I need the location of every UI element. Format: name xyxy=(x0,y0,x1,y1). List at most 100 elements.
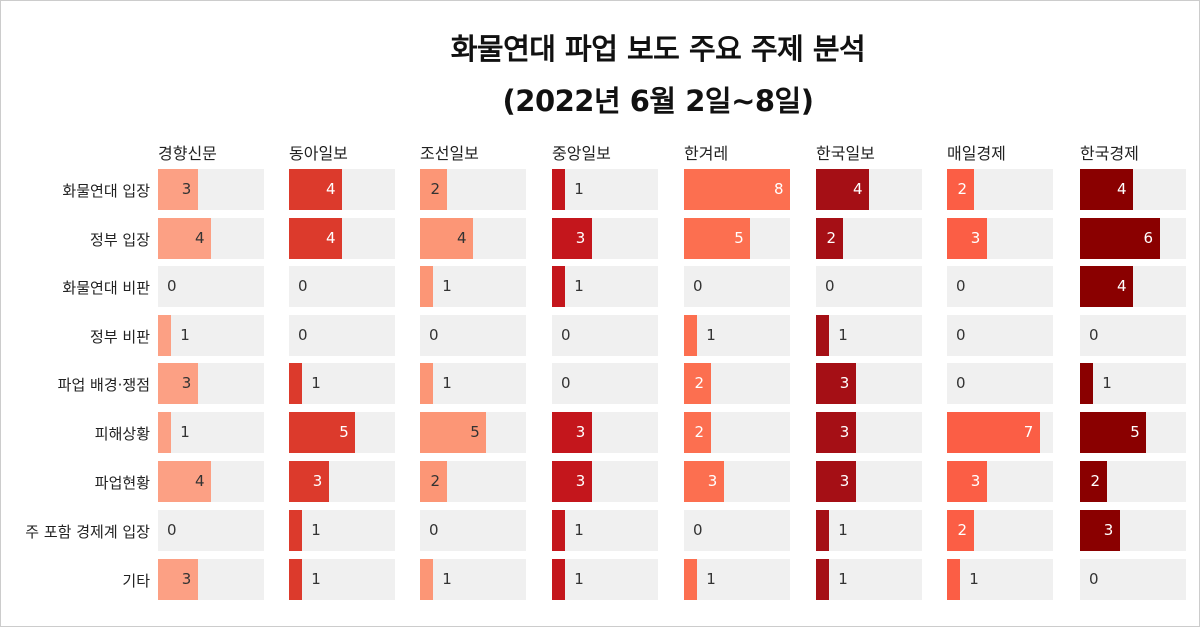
bar-cell: 2 xyxy=(684,363,790,404)
data-label: 0 xyxy=(693,521,703,539)
column-header: 매일경제 xyxy=(947,144,1006,163)
bar-cell: 1 xyxy=(420,363,526,404)
data-label: 1 xyxy=(442,277,452,295)
bar-cell: 1 xyxy=(684,559,790,600)
data-label: 2 xyxy=(826,229,837,247)
bar-cell: 3 xyxy=(947,461,1053,502)
bar xyxy=(684,169,790,210)
bar xyxy=(1080,169,1133,210)
bar-cell: 1 xyxy=(289,510,395,551)
data-label: 1 xyxy=(311,570,321,588)
data-label: 5 xyxy=(1130,423,1140,441)
bar xyxy=(1080,461,1107,502)
column-header: 조선일보 xyxy=(420,144,479,163)
bar xyxy=(289,169,342,210)
bar-cell: 1 xyxy=(420,266,526,307)
bar-cell: 1 xyxy=(420,559,526,600)
data-label: 0 xyxy=(167,521,177,539)
data-label: 3 xyxy=(970,229,981,247)
row-label: 화물연대 비판 xyxy=(62,279,150,297)
bar-cell: 0 xyxy=(552,363,658,404)
data-label: 0 xyxy=(825,277,835,295)
bar xyxy=(420,412,487,453)
bar-cell: 5 xyxy=(684,218,790,259)
row-label: 화물연대 입장 xyxy=(62,182,150,200)
bar-cell: 0 xyxy=(1080,559,1186,600)
data-label: 3 xyxy=(575,229,586,247)
bar xyxy=(289,510,303,551)
bar xyxy=(947,510,974,551)
data-label: 4 xyxy=(195,472,205,490)
data-label: 3 xyxy=(839,423,850,441)
data-label: 1 xyxy=(574,277,584,295)
data-label: 1 xyxy=(574,521,584,539)
bar-cell: 3 xyxy=(552,461,658,502)
data-label: 3 xyxy=(181,180,192,198)
bar xyxy=(552,510,566,551)
data-label: 4 xyxy=(1117,277,1127,295)
bar xyxy=(420,266,434,307)
bar xyxy=(684,461,724,502)
data-label: 4 xyxy=(853,180,863,198)
bar xyxy=(289,412,356,453)
bar xyxy=(289,461,329,502)
bar-cell: 0 xyxy=(947,315,1053,356)
bar xyxy=(1080,412,1147,453)
bar-cell: 1 xyxy=(289,363,395,404)
data-label: 1 xyxy=(706,570,716,588)
bar xyxy=(158,559,198,600)
data-label: 4 xyxy=(326,180,336,198)
bar xyxy=(684,412,711,453)
data-label: 7 xyxy=(1023,423,1034,441)
row-label: 주 포함 경제계 입장 xyxy=(25,523,150,541)
bar xyxy=(289,363,303,404)
bar-cell: 0 xyxy=(1080,315,1186,356)
bar xyxy=(816,510,830,551)
bar-cell: 1 xyxy=(947,559,1053,600)
bar-cell: 4 xyxy=(289,169,395,210)
data-label: 3 xyxy=(1103,521,1114,539)
column-header: 동아일보 xyxy=(289,144,348,163)
bar-cell: 3 xyxy=(158,559,264,600)
bar-cell: 6 xyxy=(1080,218,1186,259)
data-label: 0 xyxy=(1089,326,1099,344)
bar xyxy=(816,559,830,600)
bar-cell: 3 xyxy=(1080,510,1186,551)
data-label: 3 xyxy=(970,472,981,490)
data-label: 3 xyxy=(575,423,586,441)
bar-cell: 0 xyxy=(158,510,264,551)
data-label: 2 xyxy=(694,423,705,441)
bar-cell: 5 xyxy=(420,412,526,453)
data-label: 0 xyxy=(956,326,966,344)
bar-cell: 2 xyxy=(420,461,526,502)
chart-title: 화물연대 파업 보도 주요 주제 분석 xyxy=(450,32,866,66)
row-label: 파업 배경·쟁점 xyxy=(57,376,150,394)
bar xyxy=(420,363,434,404)
data-label: 1 xyxy=(574,570,584,588)
data-label: 0 xyxy=(167,277,177,295)
data-label: 0 xyxy=(429,521,439,539)
bar-cell: 3 xyxy=(816,363,922,404)
row-label: 정부 입장 xyxy=(90,231,150,249)
data-label: 2 xyxy=(694,374,705,392)
bar xyxy=(289,559,303,600)
bar-cell: 0 xyxy=(816,266,922,307)
bar xyxy=(816,412,856,453)
bar-cell: 2 xyxy=(947,510,1053,551)
data-label: 0 xyxy=(561,326,571,344)
bar-cell: 0 xyxy=(947,363,1053,404)
data-label: 0 xyxy=(561,374,571,392)
bar-cell: 4 xyxy=(1080,266,1186,307)
bar xyxy=(816,461,856,502)
bar-cell: 0 xyxy=(158,266,264,307)
bar-cell: 1 xyxy=(552,559,658,600)
bar xyxy=(158,461,211,502)
bar-cell: 1 xyxy=(158,412,264,453)
bar xyxy=(552,169,566,210)
bar-cell: 8 xyxy=(684,169,790,210)
data-label: 5 xyxy=(734,229,744,247)
data-label: 1 xyxy=(969,570,979,588)
data-label: 0 xyxy=(1089,570,1099,588)
data-label: 2 xyxy=(430,180,441,198)
bar xyxy=(158,412,172,453)
